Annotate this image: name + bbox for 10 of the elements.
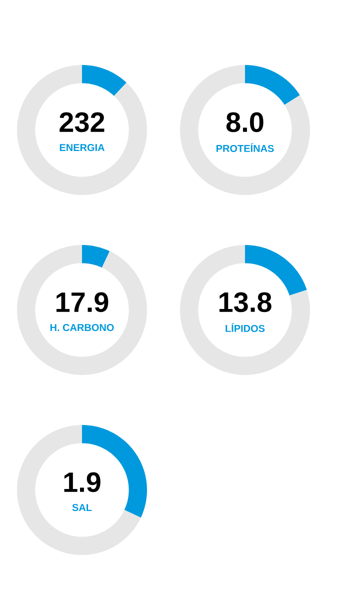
text: ENERGIA [60,144,105,152]
text: 232 [60,112,104,132]
text: 13.8 [220,292,272,312]
text: 1.9 [64,472,100,492]
text: 17.9 [56,292,108,312]
text: PROTEÍNAS [216,143,274,152]
text: H. CARBONO [50,324,114,332]
text: 8.0 [226,112,264,132]
text: SAL [72,504,92,512]
text: LÍPIDOS [226,323,265,332]
